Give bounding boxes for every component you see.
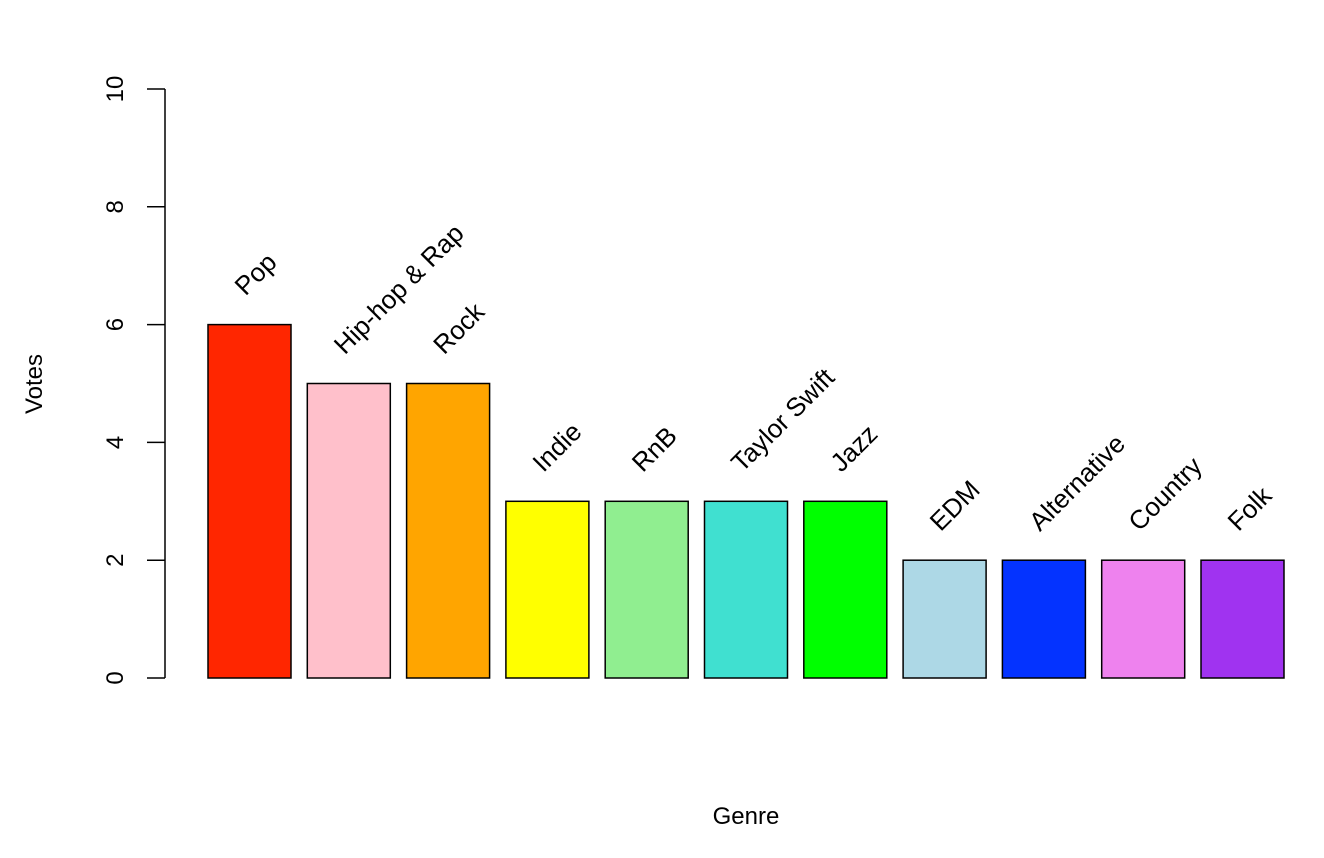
bar-label-country: Country — [1122, 451, 1208, 537]
x-axis-title: Genre — [713, 803, 780, 830]
bar-rock — [405, 382, 491, 679]
bar-country — [1100, 559, 1186, 679]
bar-label-pop: Pop — [229, 247, 283, 301]
y-axis: 0 2 4 6 8 10 — [102, 76, 166, 685]
bar-hip-hop-rap — [306, 382, 392, 679]
bar-label-edm: EDM — [924, 474, 986, 536]
bar-pop — [207, 323, 292, 679]
bars-group — [207, 323, 1285, 679]
bar-label-jazz: Jazz — [824, 419, 883, 478]
y-tick-label-8: 8 — [102, 200, 129, 213]
bar-alternative — [1001, 559, 1087, 679]
y-tick-label-4: 4 — [102, 436, 129, 449]
bar-folk — [1200, 559, 1285, 679]
bar-label-taylor-swift: Taylor Swift — [725, 362, 841, 478]
y-tick-label-10: 10 — [102, 76, 129, 103]
bar-jazz — [803, 500, 888, 679]
y-axis-title: Votes — [21, 354, 48, 414]
bar-indie — [505, 500, 590, 679]
bar-label-rnb: RnB — [626, 421, 683, 478]
y-tick-label-6: 6 — [102, 318, 129, 331]
bar-rnb — [604, 500, 689, 679]
bar-label-folk: Folk — [1222, 480, 1279, 537]
bar-taylor-swift — [703, 500, 789, 679]
bar-label-indie: Indie — [526, 416, 587, 477]
bar-label-alternative: Alternative — [1023, 428, 1131, 536]
bar-edm — [902, 559, 987, 679]
bar-label-rock: Rock — [427, 296, 491, 360]
y-tick-label-2: 2 — [102, 554, 129, 567]
y-tick-label-0: 0 — [102, 671, 129, 684]
